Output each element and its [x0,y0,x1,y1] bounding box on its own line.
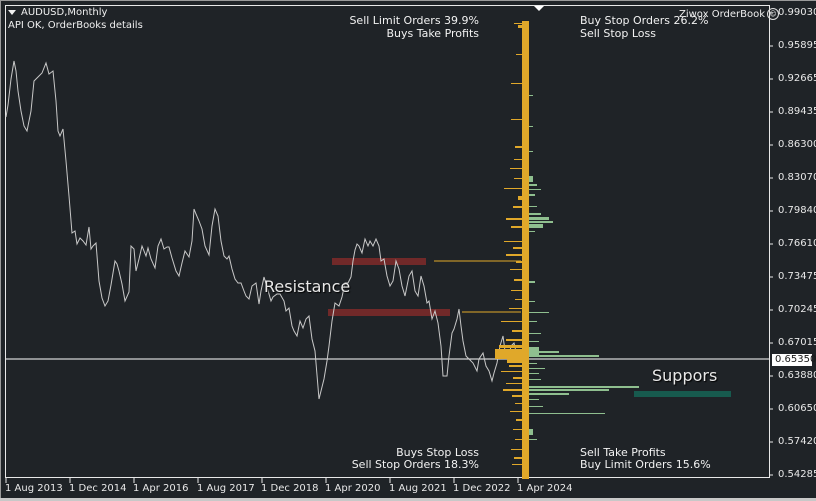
x-tick-label: 1 Aug 2021 [389,483,447,494]
price-line [5,60,518,400]
indicator-title: Ziwox OrderBook ☺ [679,8,780,20]
x-tick-label: 1 Apr 2020 [325,483,381,494]
symbol-header[interactable]: AUDUSD,Monthly [8,7,107,18]
y-tick-label: 0.73475 [778,271,816,282]
current-price-label: 0.65350 [772,354,816,366]
buys-take-profits-label: Buys Take Profits [386,27,479,40]
status-line: API OK, OrderBooks details [8,20,143,31]
y-tick-label: 0.95895 [778,40,816,51]
y-tick-label: 0.89435 [778,106,816,117]
x-tick-label: 1 Aug 2013 [5,483,63,494]
y-tick-label: 0.57420 [778,436,816,447]
y-tick-label: 0.86300 [778,139,816,150]
y-axis-ticks [769,12,773,476]
y-tick-label: 0.67015 [778,337,816,348]
x-tick-label: 1 Apr 2024 [517,483,573,494]
support-annotation[interactable]: Suppors [652,366,718,385]
symbol-label: AUDUSD,Monthly [21,7,108,18]
y-tick-label: 0.83070 [778,172,816,183]
sell-stop-loss-label: Sell Stop Loss [580,27,656,40]
x-tick-label: 1 Dec 2022 [453,483,511,494]
resistance-annotation[interactable]: Resistance [264,277,351,296]
orderbook-profile-buy [529,95,639,440]
y-tick-label: 0.60650 [778,403,816,414]
x-tick-label: 1 Apr 2016 [133,483,189,494]
resistance-zone-upper [332,258,426,265]
x-tick-label: 1 Dec 2018 [261,483,319,494]
buys-stop-loss-label: Buys Stop Loss [396,446,479,459]
y-tick-label: 0.70245 [778,304,816,315]
y-tick-label: 0.54285 [778,469,816,480]
smiley-icon: ☺ [767,8,780,20]
buy-stop-orders-label: Buy Stop Orders 26.2% [580,14,709,27]
y-tick-label: 0.76610 [778,238,816,249]
chart-shift-marker [534,6,544,11]
chart-plot-area[interactable] [5,5,770,478]
x-axis-ticks [5,478,519,483]
orderbook-profile [495,21,529,479]
x-tick-label: 1 Dec 2014 [69,483,127,494]
sell-limit-orders-label: Sell Limit Orders 39.9% [349,14,479,27]
y-tick-label: 0.99030 [778,7,816,18]
resistance-zone-lower [328,309,450,316]
indicator-name: Ziwox OrderBook [679,9,766,20]
dropdown-arrow-icon[interactable] [8,9,16,15]
sell-take-profits-label: Sell Take Profits [580,446,666,459]
y-tick-label: 0.63880 [778,370,816,381]
x-tick-label: 1 Aug 2017 [197,483,255,494]
sell-stop-orders-label: Sell Stop Orders 18.3% [351,458,479,471]
buy-limit-orders-label: Buy Limit Orders 15.6% [580,458,711,471]
y-tick-label: 0.92665 [778,73,816,84]
y-tick-label: 0.79840 [778,205,816,216]
support-zone [634,391,731,397]
